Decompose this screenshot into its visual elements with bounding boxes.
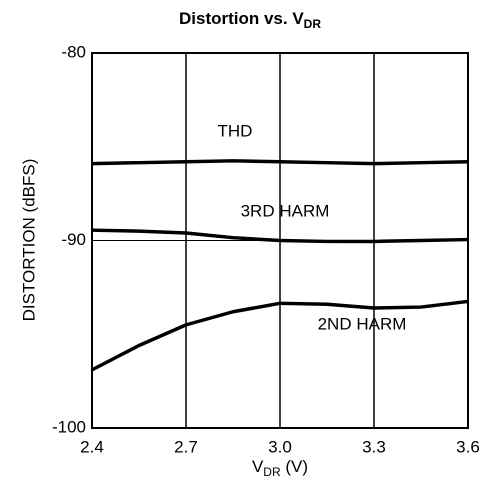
y-tick-label: -100 [52,417,86,436]
series-label: 2ND HARM [318,314,407,333]
series-label: 3RD HARM [241,201,330,220]
x-tick-label: 3.0 [268,437,292,456]
xlabel-suffix: (V) [281,457,308,476]
x-axis-label: VDR (V) [252,457,308,479]
series-line [91,299,469,372]
x-tick-label: 3.3 [362,437,386,456]
xlabel-text: V [252,457,264,476]
series-line [91,228,469,244]
x-tick-label: 2.7 [174,437,198,456]
y-tick-label: -90 [61,230,86,249]
y-tick-label: -80 [61,42,86,61]
series-label: THD [218,121,253,140]
x-tick-label: 3.6 [456,437,480,456]
y-axis-label: DISTORTION (dBFS) [19,159,38,322]
title-subscript: DR [304,17,322,31]
x-tick-label: 2.4 [80,437,104,456]
xlabel-subscript: DR [263,465,281,479]
title-text: Distortion vs. V [179,9,304,28]
series-line [91,159,469,166]
chart-title: Distortion vs. VDR [179,9,321,31]
